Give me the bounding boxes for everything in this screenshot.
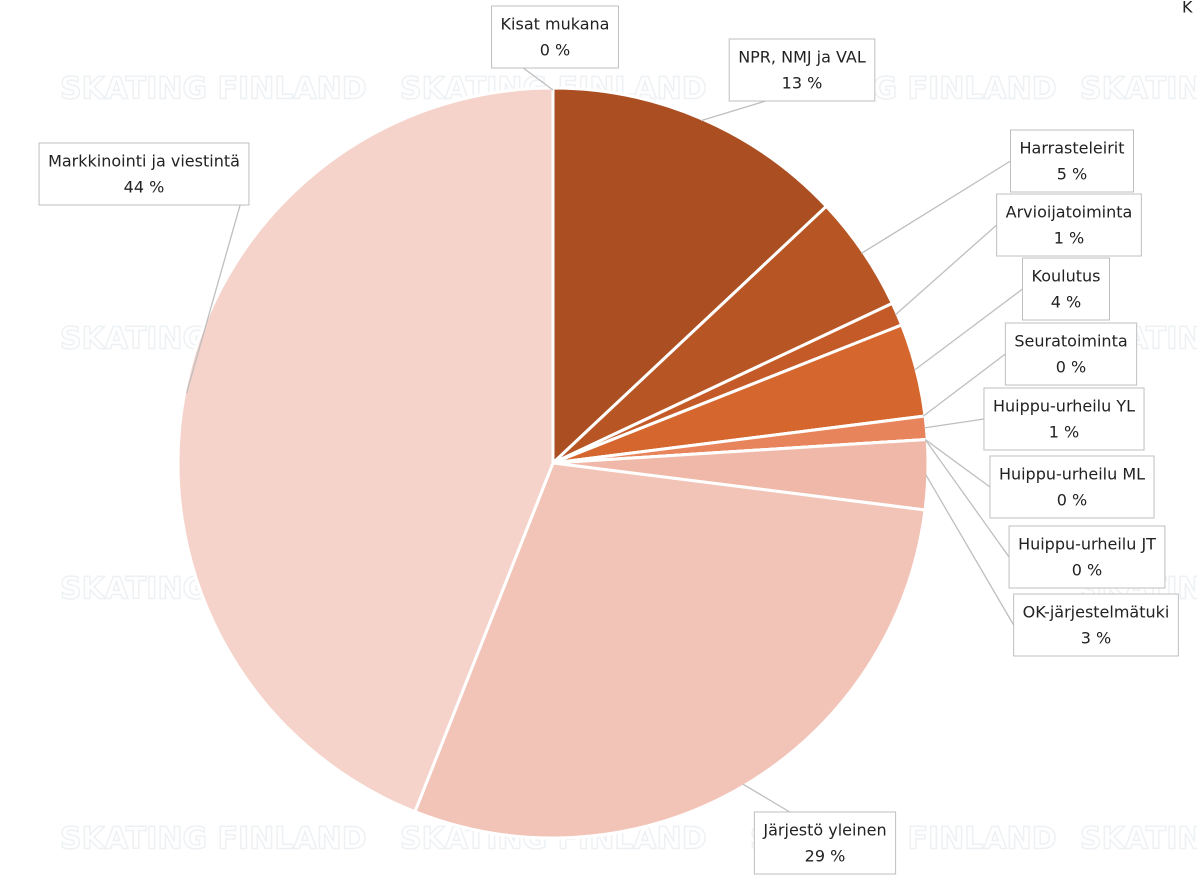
leader-line <box>924 418 985 429</box>
label-box <box>491 5 619 69</box>
label-value: 1 % <box>1049 423 1079 442</box>
slice <box>413 461 927 840</box>
label-name: OK-järjestelmätuki <box>1023 603 1170 622</box>
chart-title: K <box>1182 0 1193 17</box>
label-name: Kisat mukana <box>501 15 610 34</box>
leader-line <box>522 67 554 91</box>
label-name: Huippu-urheilu YL <box>993 397 1135 416</box>
label-value: 1 % <box>1054 229 1084 248</box>
label-box <box>1013 593 1179 657</box>
leader-line <box>894 224 998 316</box>
label-value: 29 % <box>805 847 846 866</box>
watermark: SKATING FINLAND <box>60 72 367 107</box>
label-value: 4 % <box>1051 293 1081 312</box>
label-name: Harrasteleirit <box>1020 139 1125 158</box>
label-name: Huippu-urheilu ML <box>999 465 1145 484</box>
label-box <box>983 387 1145 451</box>
leader-line <box>924 439 991 488</box>
label-value: 0 % <box>540 41 570 60</box>
label-value: 0 % <box>1072 561 1102 580</box>
leader-line <box>861 160 1011 254</box>
label-box <box>989 455 1155 519</box>
slices <box>176 86 930 840</box>
watermark: SKATING FINLAND <box>1080 822 1197 857</box>
label-box <box>1010 129 1134 193</box>
slice <box>551 86 829 467</box>
leader-line <box>700 100 766 122</box>
label-box <box>38 142 250 206</box>
label-name: Markkinointi ja viestintä <box>48 152 240 171</box>
label-name: Seuratoiminta <box>1014 332 1127 351</box>
label-value: 5 % <box>1057 165 1087 184</box>
label-value: 44 % <box>124 178 165 197</box>
label-box <box>728 38 876 102</box>
leader-line <box>922 353 1006 417</box>
label-value: 0 % <box>1057 491 1087 510</box>
leader-line <box>913 288 1023 371</box>
leader-line <box>185 173 250 394</box>
label-value: 3 % <box>1081 629 1111 648</box>
label-box <box>996 193 1142 257</box>
watermark: SKATING FINLAND <box>60 822 367 857</box>
label-name: NPR, NMJ ja VAL <box>738 48 866 67</box>
watermark: SKATING FINLAND <box>1080 72 1197 107</box>
slice <box>176 86 555 814</box>
label-name: Huippu-urheilu JT <box>1018 535 1156 554</box>
leaders <box>185 67 1023 813</box>
label-value: 0 % <box>1056 358 1086 377</box>
label-box <box>1008 525 1166 589</box>
label-name: Järjestö yleinen <box>762 821 886 840</box>
label-box <box>1004 322 1138 386</box>
leader-line <box>742 783 791 813</box>
label-name: Koulutus <box>1032 267 1101 286</box>
label-value: 13 % <box>782 74 823 93</box>
label-box <box>753 811 897 875</box>
label-box <box>1022 257 1110 321</box>
labels: NPR, NMJ ja VAL 13 % Harrasteleirit 5 % Arvi… <box>38 5 1179 875</box>
leader-line <box>924 439 1010 558</box>
label-name: Arvioijatoiminta <box>1006 203 1133 222</box>
leader-line <box>925 474 1015 626</box>
